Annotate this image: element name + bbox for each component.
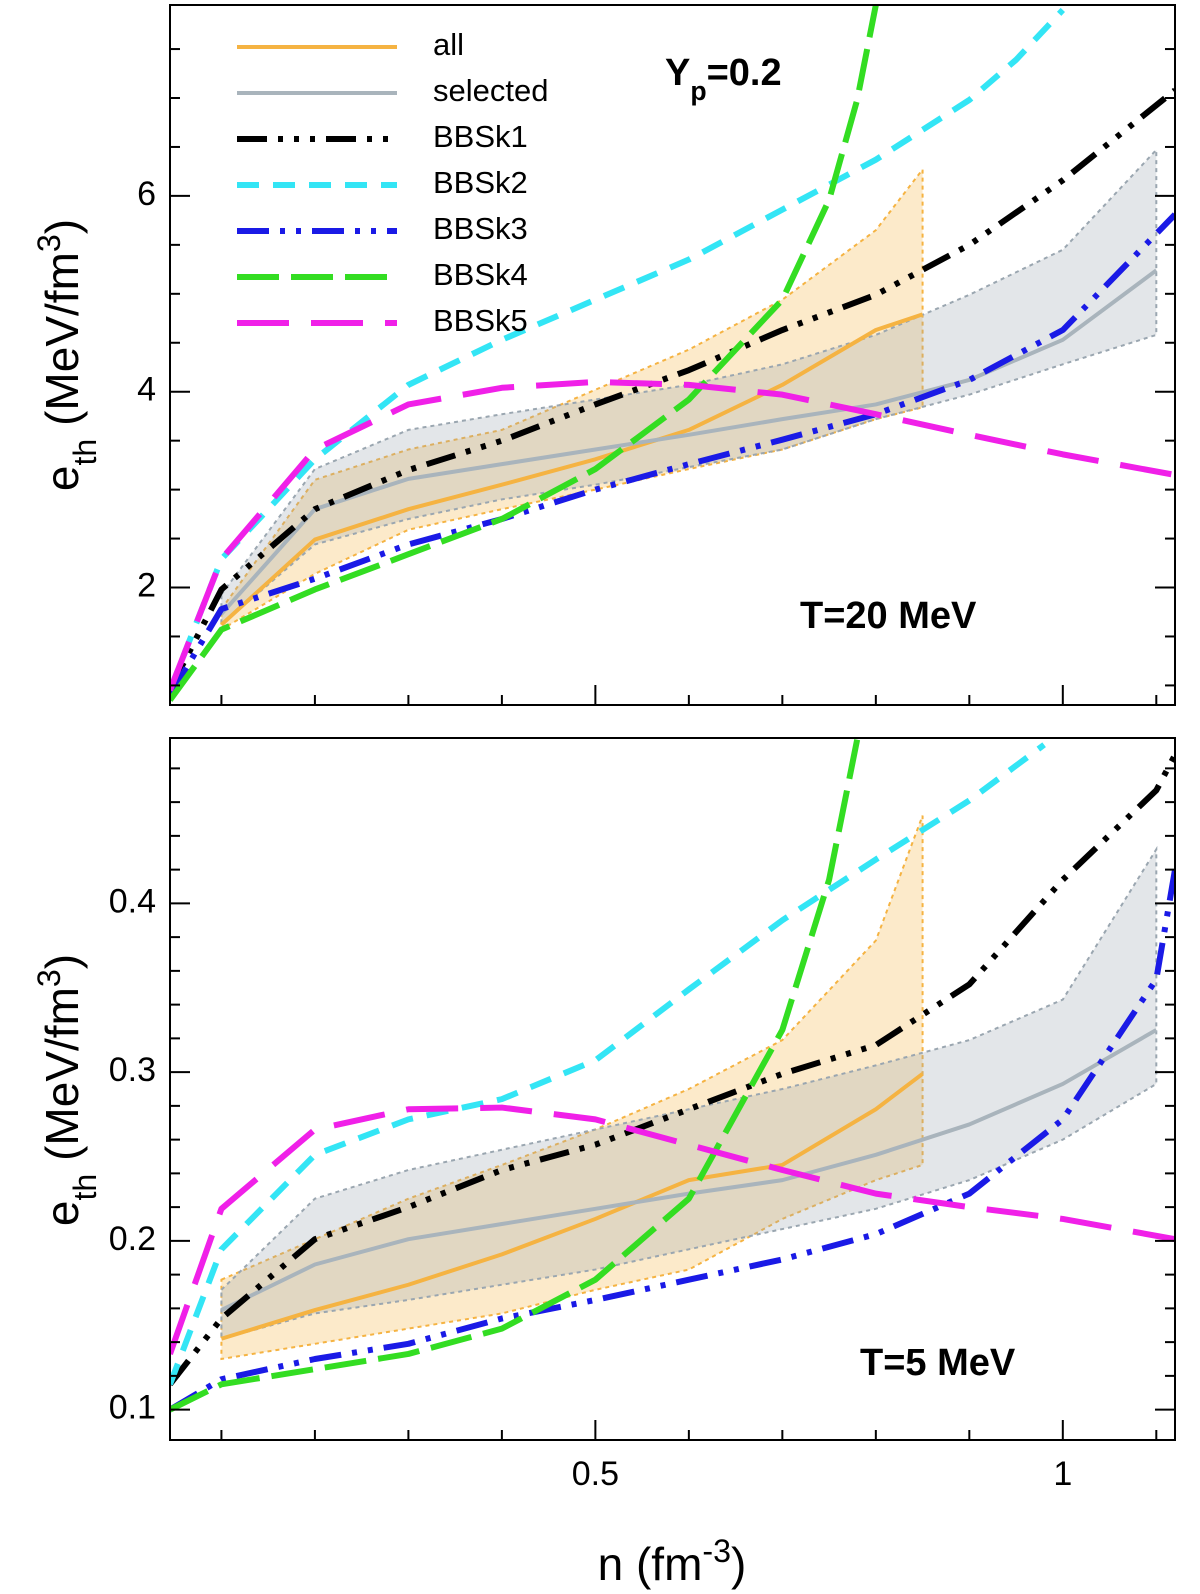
y-axis-label-part: 3 bbox=[31, 969, 67, 987]
annotation-part: T=5 MeV bbox=[860, 1342, 1016, 1384]
legend-label: BBSk3 bbox=[433, 211, 528, 246]
annotation: T=20 MeV bbox=[800, 595, 977, 637]
series-line bbox=[220, 1072, 924, 1341]
uncertainty-band bbox=[220, 815, 924, 1361]
y-axis-label-part: th bbox=[67, 439, 103, 466]
series-line bbox=[170, 869, 1175, 1413]
annotation-part: Y bbox=[665, 52, 690, 94]
annotation: T=5 MeV bbox=[860, 1342, 1016, 1384]
plot-frame bbox=[169, 737, 1176, 1441]
y-axis-label-part: ) bbox=[36, 954, 88, 969]
series-line bbox=[170, 739, 861, 1413]
series-line bbox=[170, 7, 1066, 692]
y-axis-label: eth (MeV/fm3) bbox=[31, 219, 103, 491]
plot-area bbox=[170, 5, 1175, 702]
legend-label: BBSk4 bbox=[433, 257, 528, 292]
legend-label: BBSk1 bbox=[433, 119, 528, 154]
y-axis-label-part: th bbox=[67, 1174, 103, 1201]
plot-frame bbox=[169, 4, 1176, 706]
y-axis-label-part: (MeV/fm bbox=[36, 252, 88, 439]
series-line bbox=[170, 1104, 1175, 1355]
legend: all selected BBSk1 BBSk2 BBSk3 BBSk4 BBSk5 bbox=[237, 27, 548, 338]
annotation-part: T=20 MeV bbox=[800, 595, 977, 637]
series-line bbox=[170, 742, 1046, 1386]
y-tick-label: 4 bbox=[137, 371, 156, 409]
annotation-part: =0.2 bbox=[707, 52, 782, 94]
y-axis-label: eth (MeV/fm3) bbox=[31, 954, 103, 1226]
annotation: Yp=0.2 bbox=[665, 52, 782, 106]
x-axis-label-part: n (fm bbox=[598, 1538, 703, 1590]
series-line bbox=[170, 212, 1175, 697]
y-axis-label-part: ) bbox=[36, 219, 88, 234]
y-tick-label: 6 bbox=[137, 175, 156, 213]
series-line bbox=[170, 5, 879, 702]
annotation-part: p bbox=[690, 76, 706, 106]
x-tick-label: 0.5 bbox=[572, 1455, 619, 1493]
y-tick-label: 0.4 bbox=[109, 882, 156, 920]
y-tick-label: 0.1 bbox=[109, 1389, 156, 1427]
series-line bbox=[170, 378, 1175, 692]
legend-label: BBSk5 bbox=[433, 303, 528, 338]
y-axis-label-part: e bbox=[36, 466, 88, 492]
legend-label: selected bbox=[433, 73, 548, 108]
legend-label: all bbox=[433, 27, 464, 62]
uncertainty-band bbox=[220, 845, 1158, 1341]
series-line bbox=[170, 753, 1175, 1387]
x-axis-label: n (fm-3) bbox=[598, 1533, 747, 1590]
series-line bbox=[220, 312, 924, 627]
y-tick-label: 0.3 bbox=[109, 1051, 156, 1089]
panel: 2 4 6 all selected BBSk1 BBSk2 BBSk3 BBSk4 BBSk5 bbox=[137, 4, 1176, 706]
x-tick-label: 1 bbox=[1053, 1455, 1072, 1493]
plot-area bbox=[170, 739, 1175, 1413]
y-tick-label: 2 bbox=[137, 567, 156, 605]
y-axis-label-part: (MeV/fm bbox=[36, 987, 88, 1174]
x-axis-label-part: -3 bbox=[702, 1533, 731, 1569]
x-axis-label-part: ) bbox=[731, 1538, 746, 1590]
y-tick-label: 0.2 bbox=[109, 1220, 156, 1258]
y-axis-label-part: e bbox=[36, 1201, 88, 1227]
panel: 0.1 0.2 0.3 0.4 0.5 1 bbox=[109, 737, 1176, 1493]
y-axis-label-part: 3 bbox=[31, 234, 67, 252]
legend-label: BBSk2 bbox=[433, 165, 528, 200]
